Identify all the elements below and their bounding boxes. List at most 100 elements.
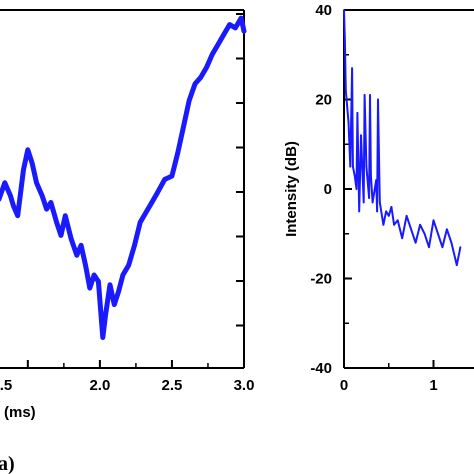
right-data-point [368,197,370,199]
right-data-point [405,214,408,217]
right-series-line [343,9,462,267]
right-y-axis-label: Intensity (dB) [283,141,300,237]
right-series-group [343,9,462,267]
left-data-point [0,198,1,201]
left-data-point [170,174,174,178]
right-data-point [349,165,352,168]
right-data-point [360,134,362,137]
right-data-point [396,219,399,222]
right-data-point [361,179,364,181]
right-data-point [365,165,368,168]
left-data-point [83,263,87,267]
left-data-point [108,283,112,287]
left-series-group [0,15,247,340]
left-data-point [176,151,180,155]
left-data-point [138,220,142,224]
left-series-line [0,15,247,340]
left-data-point [26,148,30,152]
left-data-point [210,52,214,56]
right-data-point [343,40,346,43]
right-data-point [355,188,358,190]
left-x-tick-label: 2.0 [89,377,110,394]
right-data-point [459,246,462,249]
left-data-point [222,33,226,37]
left-data-point [104,312,108,316]
left-data-point [117,289,121,293]
right-data-point [382,223,385,226]
right-data-point [410,228,413,231]
left-data-point [11,204,15,208]
right-y-tick-label: -20 [310,271,332,288]
right-data-point [387,214,390,217]
left-data-point [69,237,73,241]
right-data-point [390,206,393,208]
right-data-point [343,9,345,11]
right-data-point [393,223,396,226]
right-data-point [356,112,359,114]
right-data-point [369,94,371,96]
right-x-tick-label: 1 [429,377,437,394]
left-data-point [199,75,203,79]
right-data-point [371,201,374,204]
right-data-point [450,241,453,244]
left-data-point [239,16,243,20]
left-data-point [16,214,20,218]
left-data-point [49,200,53,204]
right-data-point [377,98,379,101]
left-data-point [205,65,209,69]
left-data-point [181,125,185,129]
right-data-point [446,228,448,231]
left-data-point [112,303,116,307]
left-y-ticks [236,13,244,327]
right-data-point [414,241,417,244]
left-data-point [30,161,34,165]
left-data-point [22,168,25,172]
right-x-tick-label: 0 [340,377,348,394]
right-data-point [369,174,372,177]
left-data-point [150,200,154,204]
left-data-point [40,194,44,198]
right-y-tick-label: 20 [315,92,332,109]
right-data-point [441,246,444,249]
left-data-point [132,243,136,247]
right-data-point [352,165,354,168]
left-data-point [233,26,237,30]
right-data-point [378,201,381,204]
right-data-point [363,94,366,96]
left-data-point [101,336,105,340]
left-data-point [96,280,100,284]
left-data-point [228,23,232,27]
right-data-point [344,89,347,92]
left-panel: .5 2.0 2.5 3.0 (ms) a) [0,9,254,474]
panel-label-a: a) [0,453,15,474]
left-data-point [92,273,96,277]
left-data-point [63,214,67,218]
left-data-point [156,191,160,195]
left-data-point [187,98,191,102]
left-data-point [9,194,13,198]
right-data-point [358,210,361,213]
left-data-point [88,286,92,290]
right-y-tick-label: 0 [324,181,332,198]
left-x-ticks: .5 2.0 2.5 3.0 [0,360,254,394]
right-data-point [401,237,404,240]
right-data-point [376,210,379,213]
right-data-point [375,179,378,181]
left-data-point [121,273,125,277]
right-y-tick-label: -40 [310,360,332,377]
left-data-point [45,207,49,211]
right-data-point [362,201,365,204]
left-data-point [216,42,220,46]
left-data-point [34,181,38,185]
right-data-point [428,246,430,249]
right-data-point [437,232,439,235]
left-x-axis-label: (ms) [4,404,36,421]
left-x-tick-label: 3.0 [234,377,255,394]
left-data-point [127,263,131,267]
left-data-point [55,220,59,224]
left-data-point [144,210,148,214]
right-y-tick-label: 40 [315,2,332,19]
